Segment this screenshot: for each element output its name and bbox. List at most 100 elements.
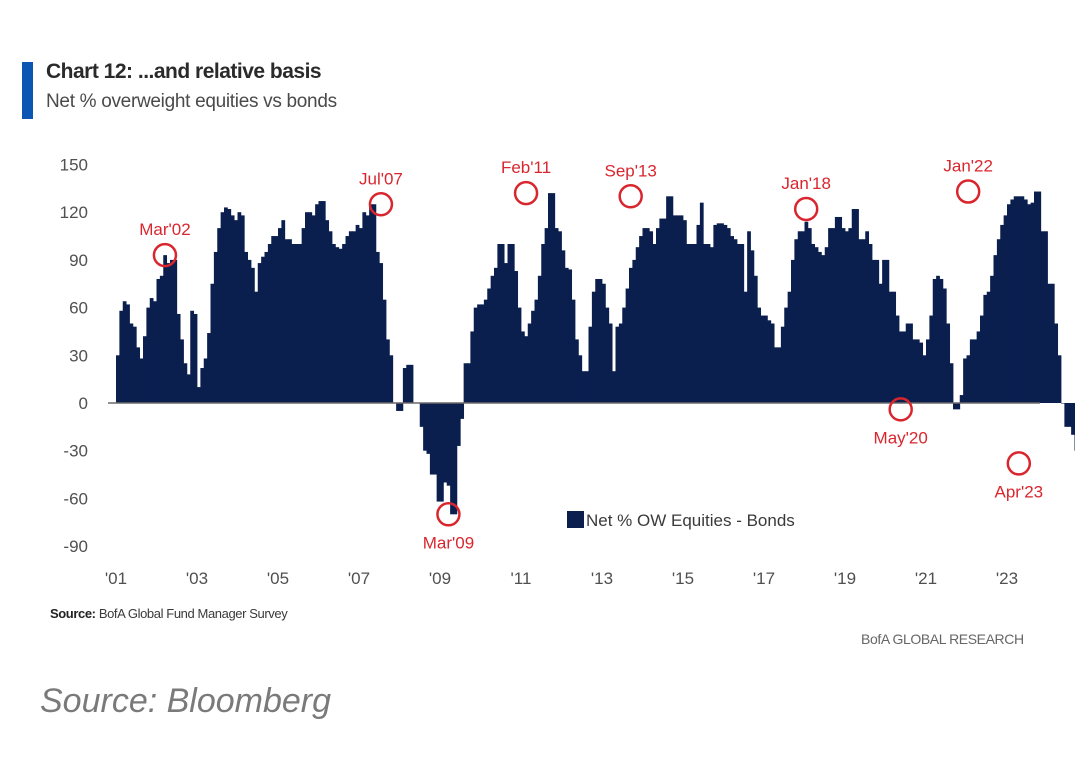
bar [453,403,458,515]
bar [656,228,660,403]
bar [878,283,883,403]
bar [419,403,424,427]
legend-swatch [567,511,584,528]
bar [575,339,579,403]
bar [743,291,748,403]
bar [635,247,640,403]
bar [959,395,964,403]
bar [197,387,201,403]
bar [1010,199,1015,403]
bar [1007,204,1011,403]
bar [483,299,488,403]
annotation-label: Jan'22 [943,157,993,176]
source-label: Source: [50,606,96,621]
annotation-circle [1006,451,1032,476]
bar [440,403,444,502]
chart-subtitle: Net % overweight equities vs bonds [46,91,337,112]
bar [1017,196,1021,403]
bar [190,310,195,403]
source-line: Source: BofA Global Fund Manager Survey [50,606,288,621]
bar [828,228,832,403]
bar [443,403,448,483]
bar [257,263,262,403]
bar [591,291,596,403]
x-tick-label: '11 [511,569,532,588]
bar [642,228,647,403]
bar [284,239,289,403]
bar [301,228,306,403]
annotation-label: Mar'02 [139,220,190,239]
bar [210,283,215,403]
bar [446,403,451,486]
bar [247,259,252,403]
bar [342,244,346,403]
bar [298,244,303,403]
x-tick-label: '05 [267,569,289,588]
bar [905,323,910,403]
bar [551,193,556,403]
bar [294,244,299,403]
bar [578,355,583,403]
bar [625,288,630,403]
bar [932,278,937,403]
bar [379,263,384,403]
bar [824,247,829,403]
bar [1013,196,1018,403]
bar [1054,323,1059,403]
bar [548,193,552,403]
annotation-label: Mar'09 [423,533,474,552]
bar [780,326,785,403]
bar [699,202,704,403]
bar [423,403,427,451]
bar [902,331,907,403]
bar [622,307,627,403]
bar [230,215,235,403]
y-tick-label: 60 [69,299,88,318]
bar [807,228,812,403]
bar [541,244,546,403]
bar [399,403,404,411]
bar [693,244,697,403]
bar [311,215,316,403]
bar [669,196,674,403]
bar [1050,283,1055,403]
bar [433,403,438,475]
bar [679,215,684,403]
bar [713,224,718,403]
annotation-label: Jul'07 [359,169,403,188]
x-tick-label: '23 [996,569,1018,588]
annotation-circle [618,184,643,209]
bar [193,313,198,403]
bar [129,323,134,403]
bar [814,247,819,403]
bar [818,251,822,403]
bar [406,364,411,403]
bar [494,267,498,403]
bar [564,267,569,403]
bar [463,363,468,403]
bar [885,259,890,403]
bar [720,223,724,403]
y-axis: 150 120 90 60 30 0 -30 -60 -90 [60,156,88,557]
x-tick-label: '19 [834,569,856,588]
bar [318,201,323,403]
bar [585,371,589,403]
bar [217,228,222,403]
bar [554,228,559,403]
bar [359,228,363,403]
bar [514,271,519,403]
annotation-label: Feb'11 [501,158,551,177]
x-tick-label: '09 [429,569,451,588]
bar [382,299,387,403]
bar [170,259,174,403]
x-axis: '01 '03 '05 '07 '09 '11 '13 '15 '17 '19 '21 '23 [105,569,1018,588]
bar [149,298,154,403]
bar [203,358,208,403]
bar [1040,231,1045,403]
bar [173,259,178,403]
bar [936,275,940,403]
bar [632,259,637,403]
bar [315,204,319,403]
bar [645,228,650,403]
bar [153,301,157,403]
